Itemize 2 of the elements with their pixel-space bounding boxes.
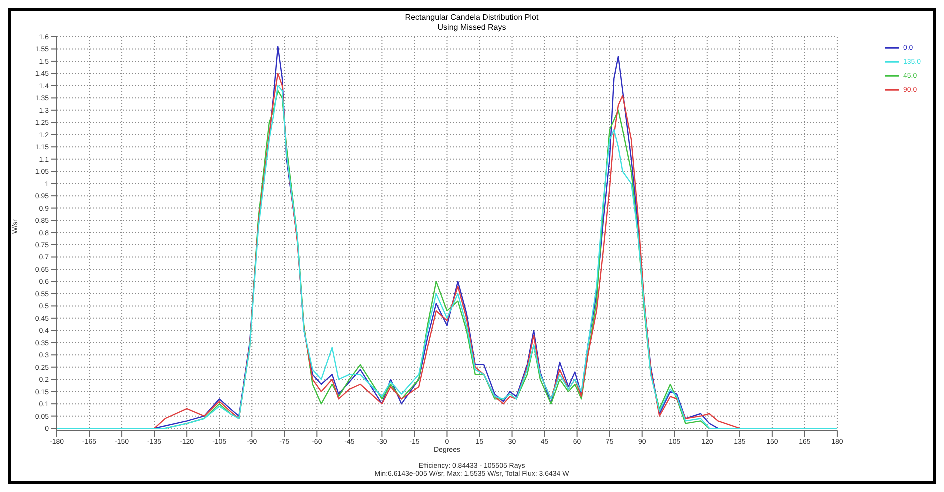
chart-subtitle: Using Missed Rays [436,23,508,33]
chart-title: Rectangular Candela Distribution Plot [404,13,540,23]
